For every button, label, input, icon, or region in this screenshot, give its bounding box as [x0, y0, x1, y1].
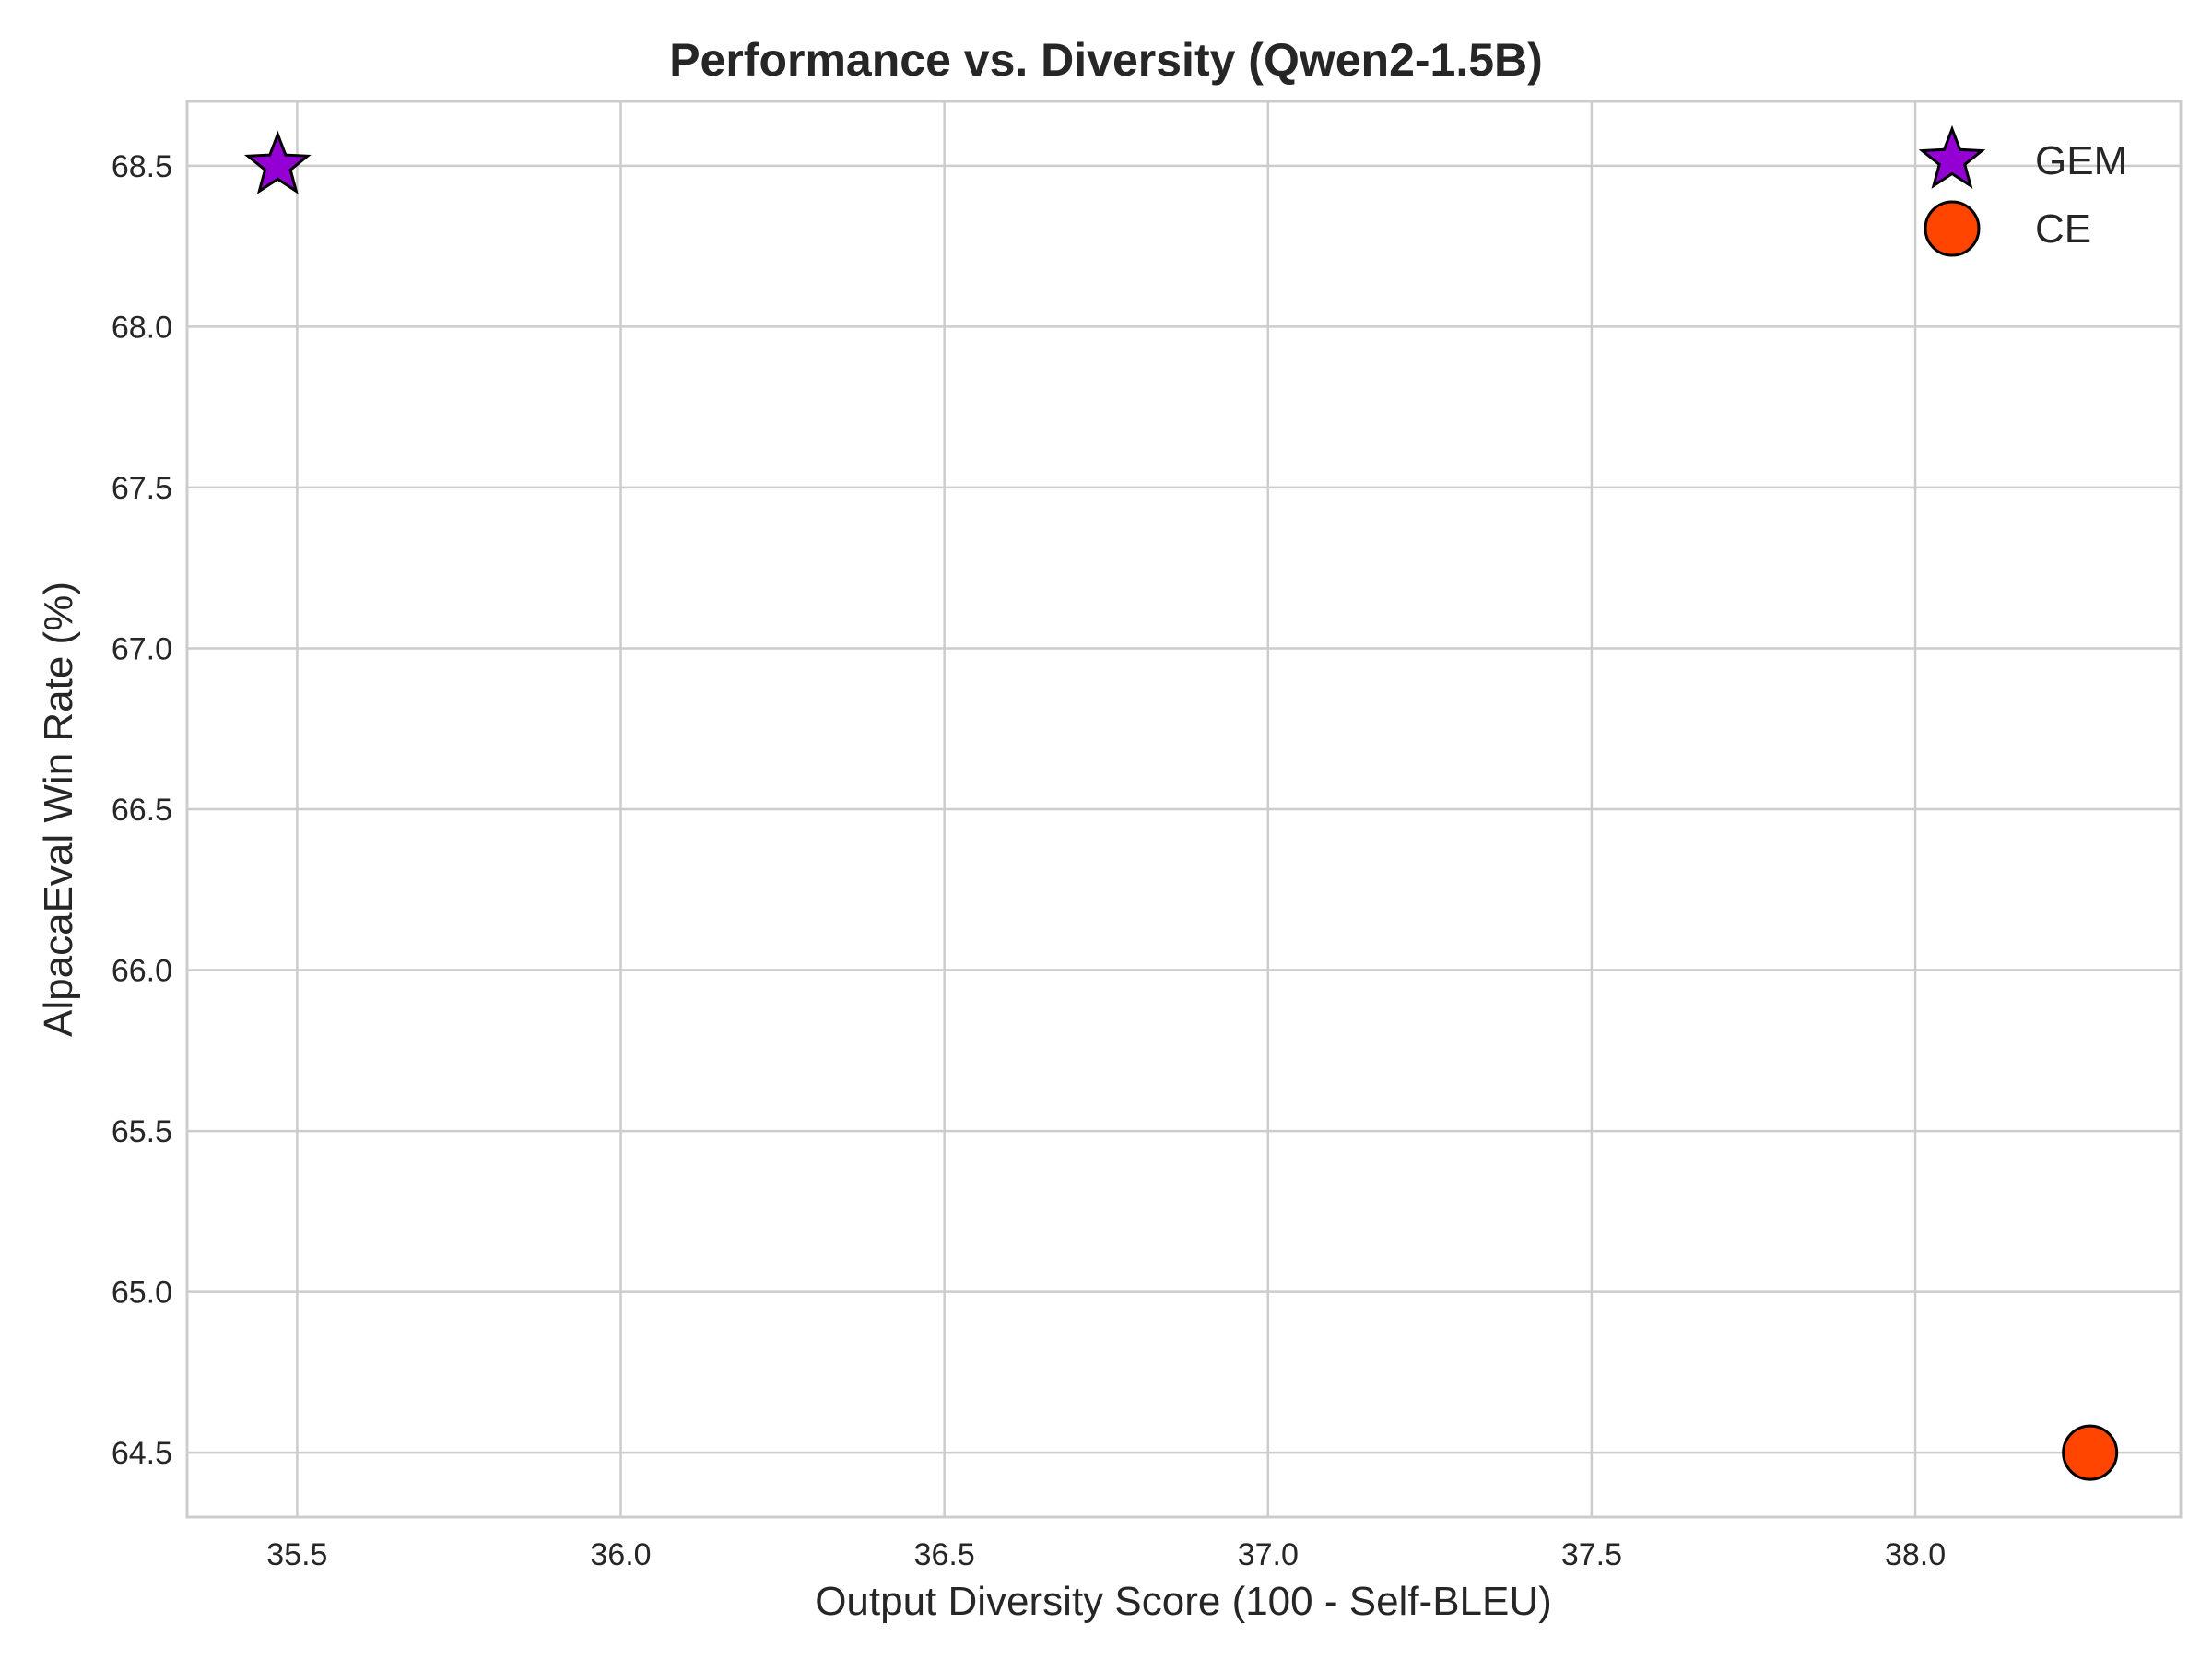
x-tick-label: 36.0 [590, 1537, 651, 1572]
legend-label-ce: CE [2035, 206, 2091, 252]
plot-frame [185, 100, 2183, 1519]
x-tick-label: 35.5 [266, 1537, 327, 1572]
legend-marker-gem [1918, 124, 1986, 189]
grid [187, 101, 2181, 1517]
x-ticks: 35.5 36.0 36.5 37.0 37.5 38.0 [266, 1537, 1946, 1572]
y-ticks: 64.5 65.0 65.5 66.0 66.5 67.0 67.5 68.0 68.5 [112, 149, 172, 1471]
ce-data-point [2062, 1424, 2119, 1481]
y-tick-label: 67.0 [112, 631, 172, 666]
gem-data-point [243, 130, 312, 194]
y-tick-label: 65.5 [112, 1114, 172, 1149]
legend-label-gem: GEM [2035, 138, 2127, 183]
y-tick-label: 68.5 [112, 149, 172, 184]
data-points [243, 130, 2119, 1481]
y-tick-label: 67.5 [112, 471, 172, 506]
y-tick-label: 64.5 [112, 1436, 172, 1471]
x-tick-label: 38.0 [1885, 1537, 1946, 1572]
y-tick-label: 65.0 [112, 1276, 172, 1311]
y-tick-label: 66.0 [112, 954, 172, 989]
y-tick-label: 68.0 [112, 310, 172, 345]
legend: GEM CE [1918, 124, 2127, 257]
y-axis-label: AlpacaEval Win Rate (%) [36, 582, 81, 1037]
x-axis-label: Output Diversity Score (100 - Self-BLEU) [815, 1579, 1552, 1624]
y-tick-label: 66.5 [112, 793, 172, 828]
x-tick-label: 36.5 [914, 1537, 975, 1572]
chart-title: Performance vs. Diversity (Qwen2-1.5B) [669, 34, 1543, 86]
x-tick-label: 37.5 [1561, 1537, 1622, 1572]
legend-marker-ce [1924, 200, 1981, 257]
x-tick-label: 37.0 [1238, 1537, 1299, 1572]
